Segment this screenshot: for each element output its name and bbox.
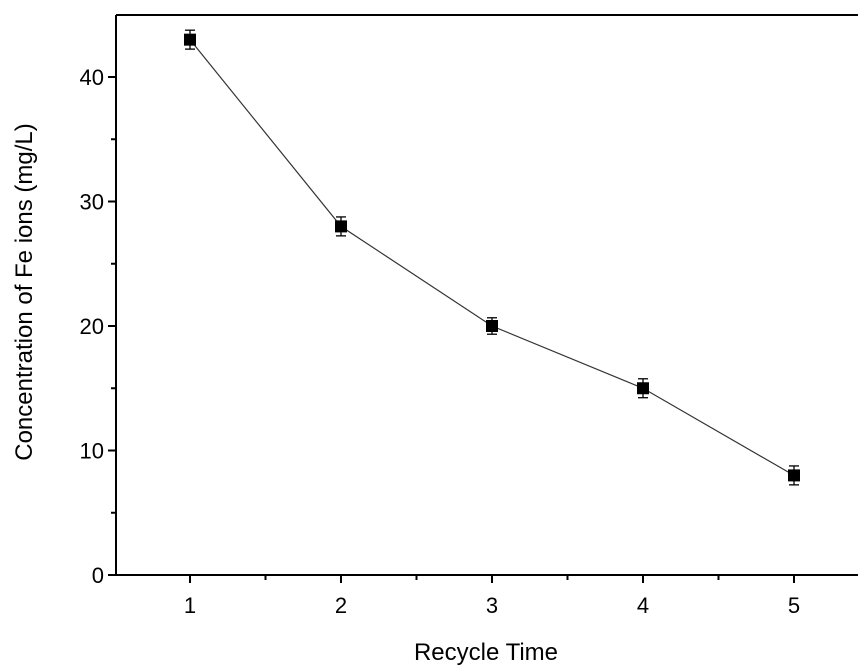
square-marker bbox=[184, 33, 196, 46]
x-tick-label: 1 bbox=[184, 593, 196, 618]
x-ticks: 1 2 3 4 5 bbox=[184, 575, 800, 618]
series-line bbox=[189, 39, 795, 476]
y-tick-label: 0 bbox=[92, 563, 104, 588]
data-point bbox=[486, 317, 498, 335]
y-tick-label: 10 bbox=[80, 439, 104, 464]
axes bbox=[115, 14, 858, 576]
x-tick-label: 3 bbox=[486, 593, 498, 618]
data-point bbox=[335, 216, 347, 237]
y-tick-label: 30 bbox=[80, 190, 104, 215]
x-tick-label: 5 bbox=[788, 593, 800, 618]
plot-area bbox=[184, 29, 800, 486]
x-tick-label: 2 bbox=[335, 593, 347, 618]
y-ticks: 0 10 20 30 40 bbox=[80, 65, 116, 588]
square-marker bbox=[788, 469, 800, 482]
data-point bbox=[184, 29, 196, 50]
data-point bbox=[637, 378, 649, 399]
y-axis-title: Concentration of Fe ions (mg/L) bbox=[11, 123, 38, 461]
x-tick-label: 4 bbox=[637, 593, 649, 618]
y-tick-label: 40 bbox=[80, 65, 104, 90]
square-marker bbox=[335, 220, 347, 233]
y-tick-label: 20 bbox=[80, 314, 104, 339]
x-axis-title: Recycle Time bbox=[414, 639, 558, 666]
data-point bbox=[788, 465, 800, 486]
square-marker bbox=[486, 320, 498, 332]
square-marker bbox=[637, 382, 649, 395]
